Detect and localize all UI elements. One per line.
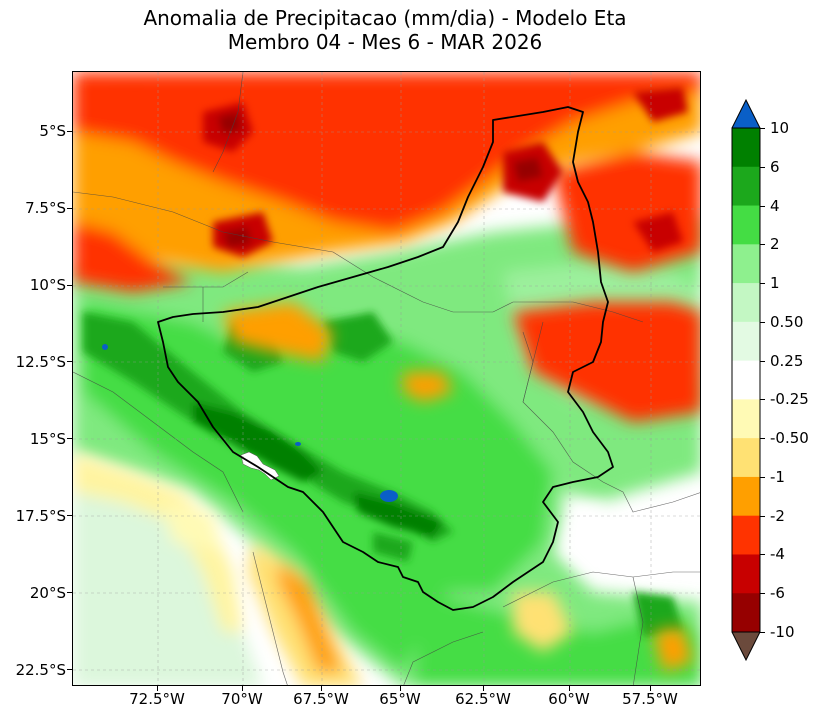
lat-tick (67, 592, 72, 593)
colorbar-extend-min (732, 632, 760, 660)
colorbar-tick-label: 2 (770, 235, 780, 254)
colorbar-tick-label: -0.50 (770, 429, 809, 448)
lon-label-65w: 65°W (379, 690, 421, 708)
colorbar-tick (760, 476, 765, 478)
colorbar-bin (732, 166, 760, 207)
lat-label-10s: 10°S (29, 276, 66, 294)
colorbar-tick (760, 438, 765, 440)
colorbar-tick (760, 399, 765, 401)
lon-tick (157, 686, 158, 691)
lat-tick (67, 285, 72, 286)
colorbar-tick (760, 128, 765, 129)
figure-title: Anomalia de Precipitacao (mm/dia) - Mode… (0, 6, 770, 54)
lat-tick (67, 438, 72, 439)
colorbar-bin (732, 205, 760, 245)
lon-label-57-5w: 57.5°W (622, 690, 678, 708)
colorbar-extend-max (732, 100, 760, 128)
colorbar-tick (760, 554, 765, 556)
lat-tick (67, 669, 72, 670)
lat-tick (67, 208, 72, 209)
colorbar-bin (732, 399, 760, 439)
lon-label-70w: 70°W (221, 690, 263, 708)
title-line-1: Anomalia de Precipitacao (mm/dia) - Mode… (143, 6, 627, 30)
gridlines (73, 72, 700, 685)
extreme-positive-spots (102, 344, 398, 502)
colorbar-bin (732, 360, 760, 400)
lat-label-17-5s: 17.5°S (15, 507, 66, 525)
colorbar-bin (732, 593, 760, 633)
colorbar-tick (760, 244, 765, 246)
colorbar-tick-label: 6 (770, 157, 780, 176)
colorbar-bin (732, 476, 760, 517)
lon-tick (650, 686, 651, 691)
lat-tick (67, 515, 72, 516)
colorbar-tick (760, 632, 765, 633)
colorbar-tick-label: 4 (770, 196, 780, 215)
colorbar-tick-label: -0.25 (770, 390, 809, 409)
lon-label-67-5w: 67.5°W (293, 690, 349, 708)
colorbar-tick (760, 321, 765, 323)
colorbar-tick (760, 593, 765, 595)
lon-tick (400, 686, 401, 691)
lon-label-72-5w: 72.5°W (129, 690, 185, 708)
lat-label-15s: 15°S (29, 430, 66, 448)
lon-label-62-5w: 62.5°W (455, 690, 511, 708)
lat-label-7-5s: 7.5°S (25, 199, 66, 217)
lon-tick (321, 686, 322, 691)
lon-tick (483, 686, 484, 691)
basin-outline (157, 106, 614, 611)
lat-label-12-5s: 12.5°S (15, 353, 66, 371)
lat-tick (67, 131, 72, 132)
colorbar-bin (732, 283, 760, 323)
lon-tick (569, 686, 570, 691)
colorbar-bin (732, 128, 760, 168)
colorbar-tick (760, 166, 765, 168)
colorbar-tick-label: -2 (770, 506, 785, 525)
colorbar-bin (732, 244, 760, 284)
lon-tick (242, 686, 243, 691)
colorbar (731, 98, 761, 662)
colorbar-tick-label: 0.50 (770, 312, 804, 331)
colorbar-tick-label: 1 (770, 274, 780, 293)
colorbar-tick-label: -4 (770, 545, 785, 564)
title-line-2: Membro 04 - Mes 6 - MAR 2026 (227, 30, 543, 54)
colorbar-tick-label: 0.25 (770, 351, 804, 370)
colorbar-bin (732, 554, 760, 594)
colorbar-tick (760, 205, 765, 207)
colorbar-bin (732, 321, 760, 362)
colorbar-tick-label: -6 (770, 584, 785, 603)
precipitation-anomaly-map (72, 71, 701, 686)
lat-label-20s: 20°S (29, 584, 66, 602)
lat-tick (67, 361, 72, 362)
colorbar-tick-label: -10 (770, 623, 795, 641)
near-zero-field (73, 452, 693, 685)
colorbar-tick-label: 10 (770, 119, 790, 137)
colorbar-bin (732, 438, 760, 478)
colorbar-tick (760, 283, 765, 285)
colorbar-tick-label: -1 (770, 467, 785, 486)
colorbar-tick (760, 360, 765, 362)
colorbar-bin (732, 515, 760, 555)
lat-label-5s: 5°S (39, 122, 66, 140)
colorbar-tick (760, 515, 765, 517)
lat-label-22-5s: 22.5°S (15, 661, 66, 679)
lon-label-60w: 60°W (548, 690, 590, 708)
